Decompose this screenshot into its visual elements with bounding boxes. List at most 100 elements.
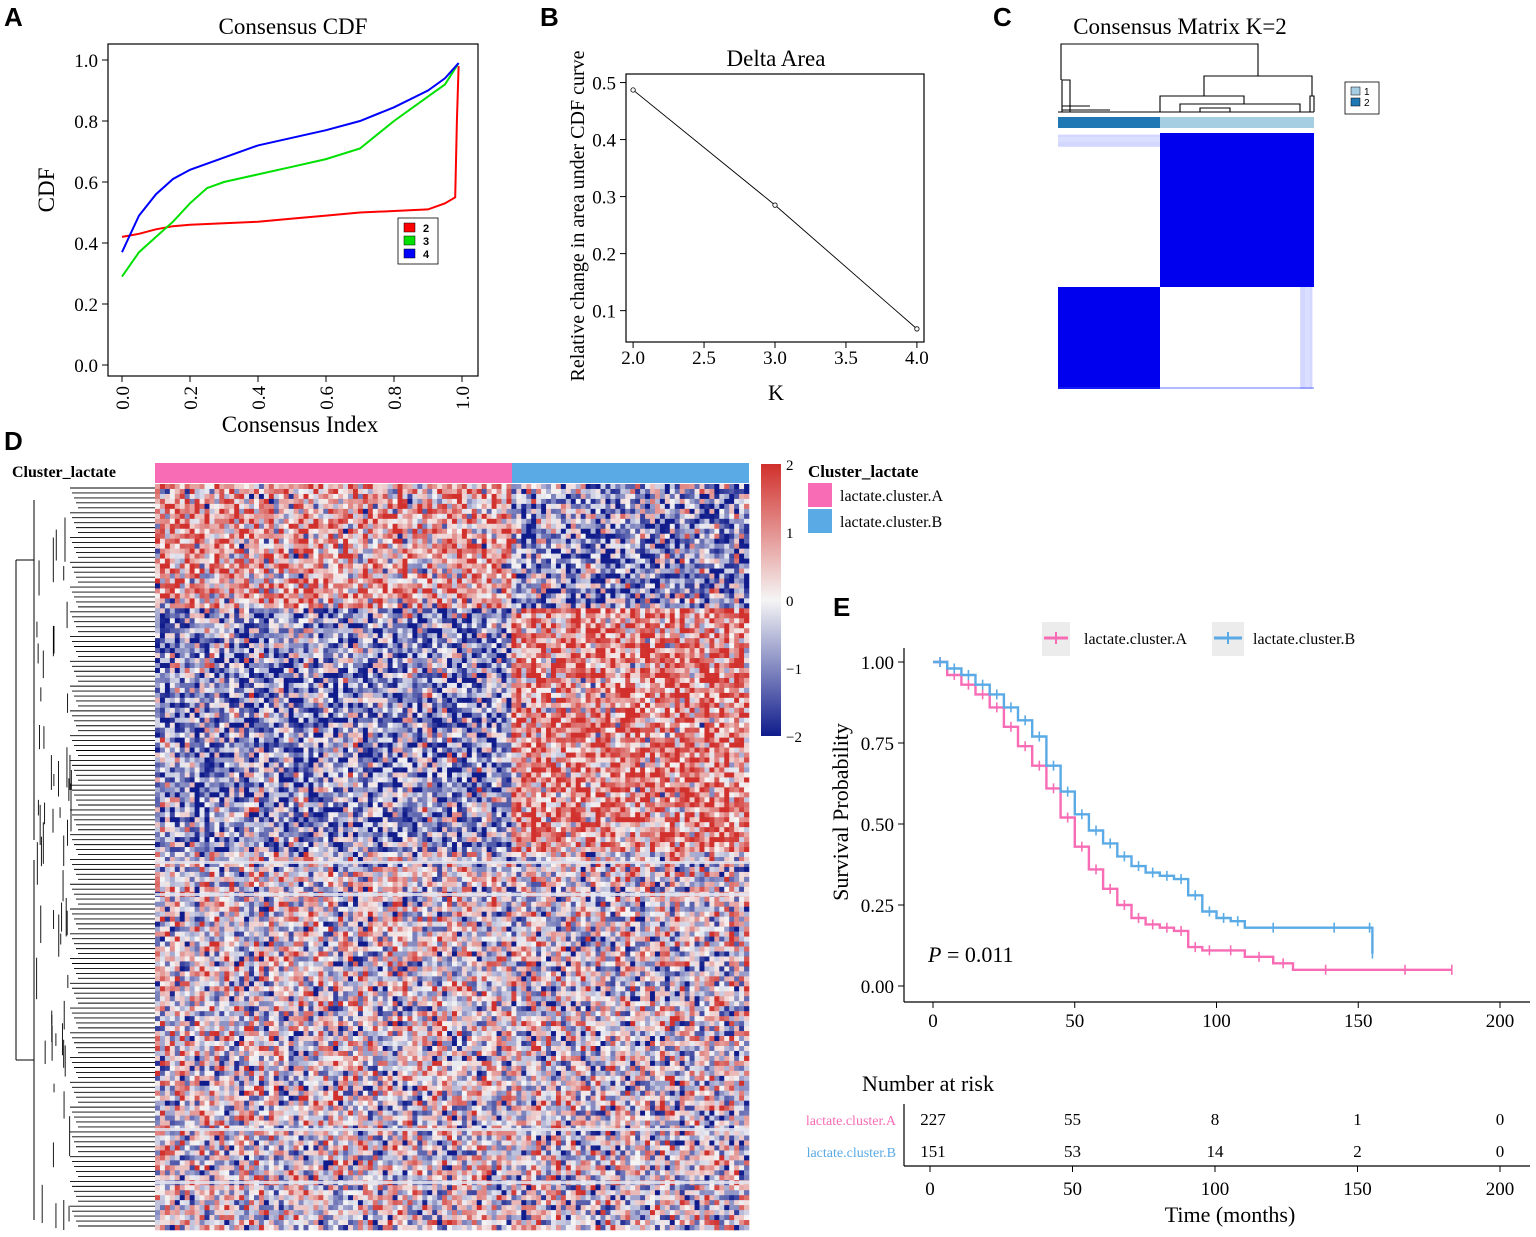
panel-d-heat-cell	[694, 543, 700, 549]
panel-d-heat-cell	[541, 568, 547, 574]
panel-d-heat-cell	[744, 523, 750, 530]
panel-d-heat-cell	[432, 558, 438, 564]
panel-d-heat-cell	[565, 643, 572, 649]
panel-d-heat-cell	[719, 628, 725, 634]
panel-d-heat-cell	[293, 523, 299, 530]
panel-d-heat-cell	[298, 583, 304, 589]
panel-d-heat-cell	[739, 523, 745, 530]
panel-d-heat-cell	[437, 533, 443, 539]
panel-d-heat-cell	[293, 677, 299, 684]
panel-d-heat-cell	[343, 508, 349, 515]
panel-d-heat-cell	[263, 593, 270, 599]
panel-d-heat-cell	[308, 533, 314, 539]
panel-d-heat-cell	[466, 573, 473, 579]
panel-d-heat-cell	[273, 628, 280, 634]
panel-d-heat-cell	[699, 598, 705, 604]
panel-d-heat-cell	[456, 672, 463, 679]
panel-d-heat-cell	[615, 603, 621, 609]
panel-d-heat-cell	[313, 633, 319, 639]
panel-d-heat-cell	[506, 593, 512, 599]
panel-d-heat-cell	[224, 653, 230, 659]
panel-d-heat-cell	[704, 672, 710, 679]
panel-d-heat-cell	[214, 643, 220, 649]
panel-d-heat-cell	[452, 677, 458, 684]
panel-d-heat-cell	[501, 543, 507, 549]
panel-d-heat-cell	[699, 608, 705, 614]
panel-d-heat-cell	[254, 618, 260, 624]
panel-d-heat-cell	[353, 518, 359, 525]
panel-d-heat-cell	[164, 677, 171, 684]
panel-d-heat-cell	[293, 672, 299, 679]
panel-d-heat-cell	[684, 553, 690, 559]
panel-d-heat-cell	[729, 528, 735, 535]
panel-d-heat-cell	[546, 623, 552, 629]
panel-d-heat-cell	[328, 484, 334, 490]
panel-d-heat-cell	[466, 508, 473, 515]
panel-d-heat-cell	[174, 484, 181, 490]
panel-d-heat-cell	[496, 508, 502, 515]
panel-d-heat-cell	[328, 538, 334, 544]
panel-d-heat-cell	[719, 553, 725, 559]
panel-d-heat-cell	[546, 568, 552, 574]
panel-d-heat-cell	[407, 633, 413, 639]
panel-d-heat-cell	[268, 528, 275, 535]
panel-d-heat-cell	[541, 653, 547, 659]
panel-d-heat-cell	[625, 588, 631, 594]
panel-d-heat-cell	[511, 643, 517, 649]
panel-d-heat-cell	[551, 518, 557, 525]
panel-d-heat-cell	[333, 628, 339, 634]
panel-d-heat-cell	[590, 508, 596, 515]
panel-d-heat-cell	[585, 493, 591, 500]
panel-d-heat-cell	[635, 538, 641, 544]
panel-d-heat-cell	[456, 593, 463, 599]
panel-d-heat-cell	[640, 648, 646, 654]
panel-d-heat-cell	[318, 493, 324, 500]
panel-d-heat-cell	[615, 543, 621, 549]
panel-d-heat-cell	[254, 538, 260, 544]
panel-d-heat-cell	[580, 598, 586, 604]
panel-d-heat-cell	[476, 533, 482, 539]
panel-d-heat-cell	[516, 618, 522, 624]
panel-d-heat-cell	[387, 643, 393, 649]
panel-d-heat-cell	[709, 613, 715, 619]
panel-d-heat-cell	[521, 643, 527, 649]
panel-d-heat-cell	[694, 558, 700, 564]
panel-d-heat-cell	[630, 677, 636, 684]
panel-d-heat-cell	[491, 523, 497, 530]
panel-d-heat-cell	[714, 573, 720, 579]
panel-d-heat-cell	[461, 523, 468, 530]
panel-d-heat-cell	[714, 633, 720, 639]
panel-d-heat-cell	[258, 653, 265, 659]
panel-d-heat-cell	[263, 653, 270, 659]
panel-d-heat-cell	[179, 603, 185, 609]
panel-d-heat-cell	[353, 533, 359, 539]
panel-d-heat-cell	[427, 618, 433, 624]
panel-d-heat-cell	[491, 663, 497, 669]
panel-d-heat-cell	[739, 553, 745, 559]
panel-d-heat-cell	[689, 573, 695, 579]
panel-d-heat-cell	[229, 653, 235, 659]
panel-d-heat-cell	[199, 553, 205, 559]
panel-d-heat-cell	[437, 563, 443, 569]
panel-d-heat-cell	[407, 668, 413, 674]
panel-d-heat-cell	[635, 598, 641, 604]
panel-d-heat-cell	[635, 633, 641, 639]
panel-d-heat-cell	[159, 643, 166, 649]
panel-d-heat-cell	[590, 608, 596, 614]
panel-d-heat-cell	[739, 603, 745, 609]
panel-d-heat-cell	[501, 598, 507, 604]
panel-d-heat-cell	[541, 553, 547, 559]
panel-d-heat-cell	[278, 523, 284, 530]
panel-d-heat-cell	[491, 493, 497, 500]
panel-d-heat-cell	[595, 533, 601, 539]
panel-d-heat-cell	[392, 638, 398, 644]
panel-d-heat-cell	[367, 518, 374, 525]
panel-d-heat-cell	[659, 543, 666, 549]
panel-d-heat-cell	[318, 533, 324, 539]
panel-d-heat-cell	[239, 608, 245, 614]
panel-d-heat-cell	[239, 558, 245, 564]
panel-d-heat-cell	[328, 573, 334, 579]
panel-d-heat-cell	[452, 638, 458, 644]
panel-d-heat-cell	[650, 498, 656, 505]
panel-d-heat-cell	[387, 553, 393, 559]
